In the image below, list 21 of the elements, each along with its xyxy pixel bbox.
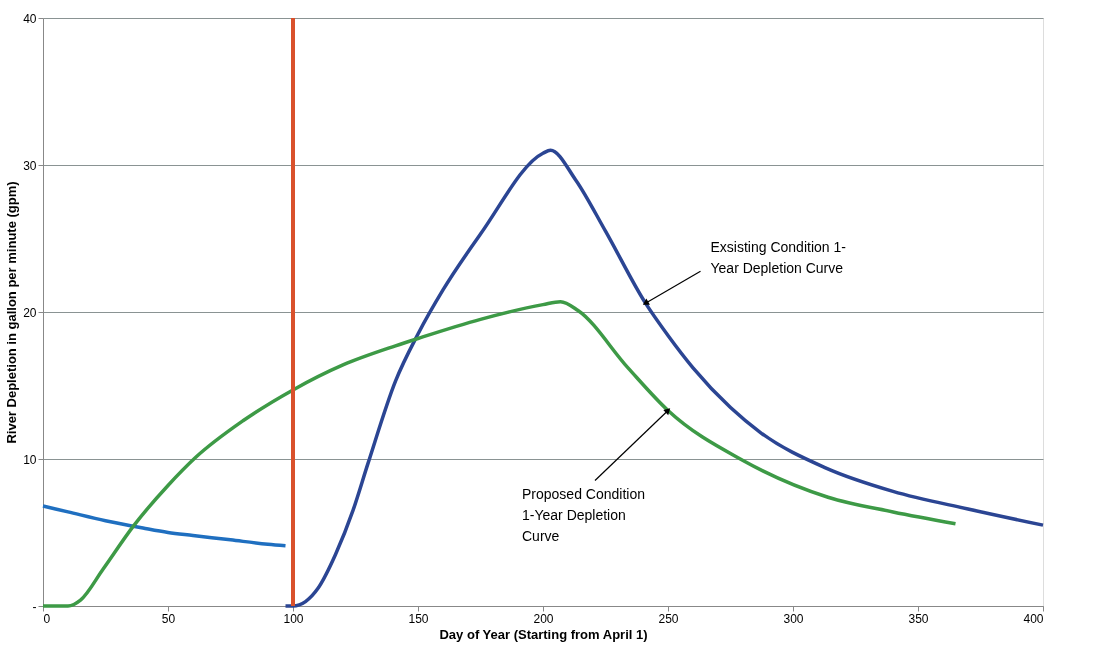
line-series <box>41 504 288 548</box>
line-series <box>283 148 1045 608</box>
x-axis-title: Day of Year (Starting from April 1) <box>439 626 648 642</box>
y-tick-label: 10 <box>23 452 37 467</box>
x-tick-label: 150 <box>408 611 429 626</box>
x-tick-label: 50 <box>161 611 176 626</box>
x-tick-label: 0 <box>43 611 51 626</box>
y-axis-title: River Depletion in gallon per minute (gpm) <box>4 181 20 444</box>
annotation: Proposed Condition 1-Year Depletion Curve <box>522 486 645 545</box>
x-tick-label: 400 <box>1023 611 1044 626</box>
y-tick-label: 20 <box>23 305 37 320</box>
x-tick-label: 350 <box>908 611 929 626</box>
annotation: Exsisting Condition 1- Year Depletion Curve <box>710 239 847 277</box>
x-tick-label: 300 <box>783 611 804 626</box>
x-tick-label: 250 <box>658 611 679 626</box>
y-tick-label: 30 <box>23 158 37 173</box>
line-series <box>41 299 958 608</box>
y-tick-label: - <box>32 599 37 614</box>
x-tick-label: 200 <box>533 611 554 626</box>
x-tick-label: 100 <box>283 611 304 626</box>
y-tick-label: 40 <box>23 11 37 26</box>
